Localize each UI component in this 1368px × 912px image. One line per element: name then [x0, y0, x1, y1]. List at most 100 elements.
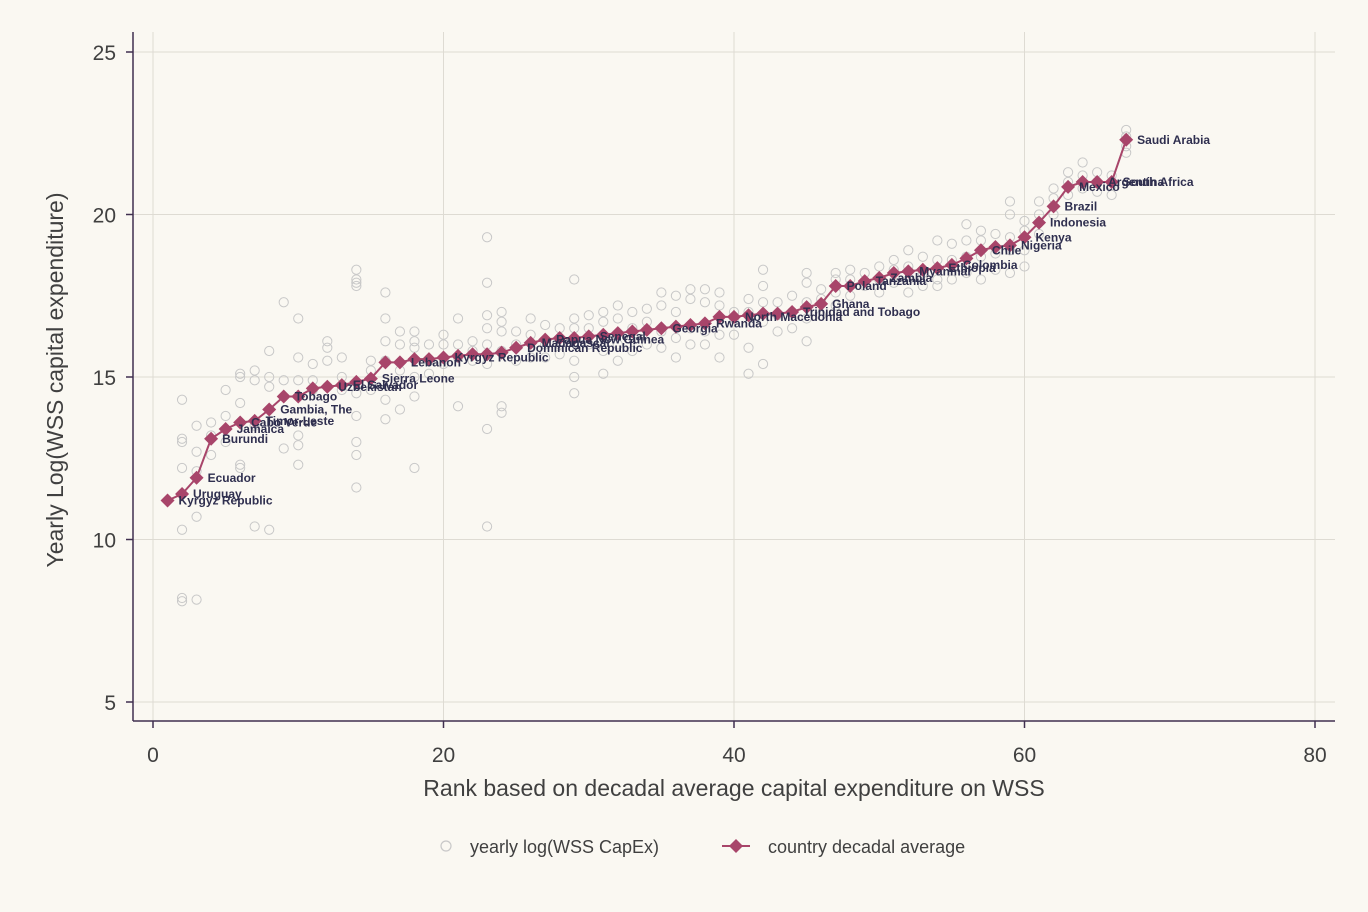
yearly-point	[336, 352, 347, 363]
average-point	[349, 374, 364, 389]
yearly-point	[206, 449, 217, 461]
yearly-point	[278, 443, 289, 454]
yearly-point	[322, 336, 333, 347]
yearly-point	[191, 511, 202, 522]
yearly-point	[409, 336, 420, 347]
yearly-point	[685, 284, 696, 295]
average-point	[770, 306, 785, 321]
x-tick-label: 40	[722, 744, 745, 767]
yearly-point	[975, 225, 987, 236]
average-point	[814, 296, 829, 311]
average-point	[1061, 179, 1076, 194]
point-label: Madagascar	[542, 336, 612, 350]
gridlines	[133, 32, 1335, 721]
yearly-point	[394, 339, 406, 350]
average-point	[872, 270, 887, 285]
yearly-point	[917, 251, 928, 262]
yearly-point	[307, 358, 318, 370]
yearly-point	[525, 313, 536, 324]
point-label: Ecuador	[208, 471, 256, 485]
yearly-point	[801, 267, 812, 279]
yearly-point	[380, 414, 391, 425]
yearly-point	[264, 524, 275, 535]
yearly-point	[481, 277, 493, 288]
yearly-point	[830, 267, 841, 279]
point-label: Sierra Leone	[382, 372, 455, 386]
point-label: Zambia	[890, 271, 932, 285]
legend-hollow-circle-icon	[440, 840, 452, 852]
x-tick-label: 60	[1013, 744, 1036, 767]
yearly-point	[249, 375, 260, 386]
yearly-point	[801, 277, 812, 288]
yearly-point	[641, 303, 652, 314]
average-point	[160, 493, 175, 508]
point-label: South Africa	[1123, 175, 1194, 189]
yearly-point	[176, 433, 188, 444]
point-label: Dominican Republic	[527, 341, 643, 355]
yearly-point	[191, 594, 202, 605]
y-tick-label: 25	[93, 42, 116, 65]
average-point	[392, 355, 407, 370]
yearly-point	[351, 482, 362, 493]
average-point	[334, 378, 349, 393]
average-point	[741, 308, 756, 323]
average-point	[973, 243, 988, 258]
yearly-point	[351, 410, 362, 422]
yearly-point	[235, 371, 246, 383]
point-label: Tanzania	[876, 274, 927, 288]
yearly-point	[176, 462, 188, 474]
yearly-point	[481, 521, 493, 532]
yearly-point	[569, 355, 580, 366]
yearly-point	[670, 290, 682, 301]
yearly-point	[699, 284, 711, 295]
yearly-point	[540, 319, 551, 331]
yearly-point	[1033, 196, 1045, 207]
yearly-point	[293, 352, 304, 363]
x-axis-title: Rank based on decadal average capital ex…	[423, 775, 1044, 801]
yearly-point	[757, 358, 769, 370]
average-point	[639, 322, 654, 337]
yearly-point	[293, 440, 304, 451]
point-label: Burundi	[222, 432, 268, 446]
point-label: Ghana	[832, 297, 870, 311]
point-label: Myanmar	[919, 264, 972, 278]
yearly-point	[598, 345, 609, 357]
yearly-point	[583, 310, 594, 321]
yearly-point	[1019, 245, 1030, 256]
average-point	[886, 266, 901, 280]
yearly-point	[322, 355, 333, 366]
yearly-point	[540, 352, 551, 363]
yearly-point	[380, 287, 391, 298]
yearly-point	[380, 313, 391, 324]
average-point	[712, 309, 727, 324]
point-label: Senegal	[600, 329, 646, 343]
yearly-point	[278, 375, 289, 386]
yearly-point	[322, 342, 333, 353]
point-label: Ethiopia	[948, 261, 996, 275]
average-point	[189, 470, 204, 485]
average-point	[668, 319, 683, 334]
average-point	[857, 274, 872, 289]
x-tick-label: 0	[147, 744, 159, 767]
point-label: Rwanda	[716, 316, 762, 330]
yearly-point	[685, 293, 696, 305]
average-point	[1090, 175, 1105, 189]
yearly-point	[845, 264, 856, 275]
yearly-point	[264, 381, 275, 392]
yearly-point	[452, 313, 464, 324]
yearly-point	[467, 336, 478, 347]
average-point	[378, 355, 393, 370]
yearly-point	[293, 459, 304, 470]
average-point	[901, 264, 916, 279]
yearly-point	[496, 407, 507, 418]
yearly-point	[554, 349, 565, 360]
yearly-point	[496, 316, 507, 327]
yearly-point	[235, 397, 246, 409]
tick-labels: 0 20 40 60 80 5 10 15 20 25	[93, 42, 1327, 767]
average-point	[944, 257, 959, 272]
yearly-point	[438, 329, 449, 340]
yearly-point	[351, 280, 362, 292]
yearly-point	[481, 310, 493, 321]
yearly-point	[757, 264, 769, 275]
yearly-point	[990, 228, 1001, 240]
